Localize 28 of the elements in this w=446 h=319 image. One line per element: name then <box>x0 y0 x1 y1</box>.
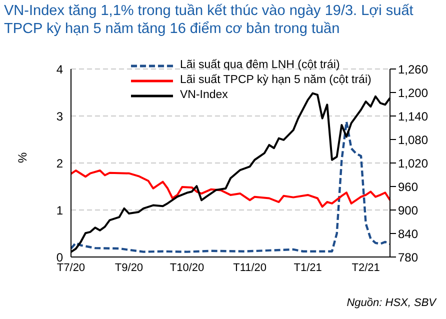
x-tick-label: T9/20 <box>114 262 144 274</box>
x-tick-label: T1/21 <box>294 262 322 274</box>
legend-label: Lãi suất qua đêm LNH (cột trái) <box>180 58 340 73</box>
chart-title: VN-Index tăng 1,1% trong tuần kết thúc vào ngày 19/3. Lợi suất TPCP kỳ hạn 5 năm tăng 16 điểm cơ bản trong tuần <box>4 2 414 38</box>
y2-tick-label: 780 <box>398 250 418 264</box>
x-tick-label: T10/20 <box>170 262 204 274</box>
x-tick-label: T11/20 <box>233 262 267 274</box>
y2-tick-label: 1,200 <box>398 86 428 100</box>
line-series <box>70 120 392 253</box>
y-tick-label: 0 <box>56 250 64 264</box>
y-axis-title: % <box>15 152 30 163</box>
x-tick-label: T2/21 <box>352 262 380 274</box>
text: Nguồn: HSX, SBV <box>346 297 436 309</box>
legend-label: VN-Index <box>180 88 228 103</box>
y2-tick-label: 840 <box>398 226 418 241</box>
legend-label: Lãi suất TPCP kỳ hạn 5 năm (cột trái) <box>180 73 372 88</box>
x-tick-label: T7/20 <box>56 262 86 274</box>
line-series <box>70 170 391 208</box>
y2-tick-label: 1,020 <box>398 156 428 170</box>
y-tick-label: 2 <box>56 156 64 170</box>
y2-tick-label: 1,080 <box>398 132 428 147</box>
y-tick-label: 3 <box>56 109 64 124</box>
y-tick-label: 1 <box>56 203 64 218</box>
y2-tick-label: 1,260 <box>398 62 428 76</box>
y-tick-label: 4 <box>56 62 64 76</box>
y2-tick-label: 900 <box>398 203 418 218</box>
y2-tick-label: 960 <box>398 180 418 194</box>
y2-tick-label: 1,140 <box>398 109 428 124</box>
